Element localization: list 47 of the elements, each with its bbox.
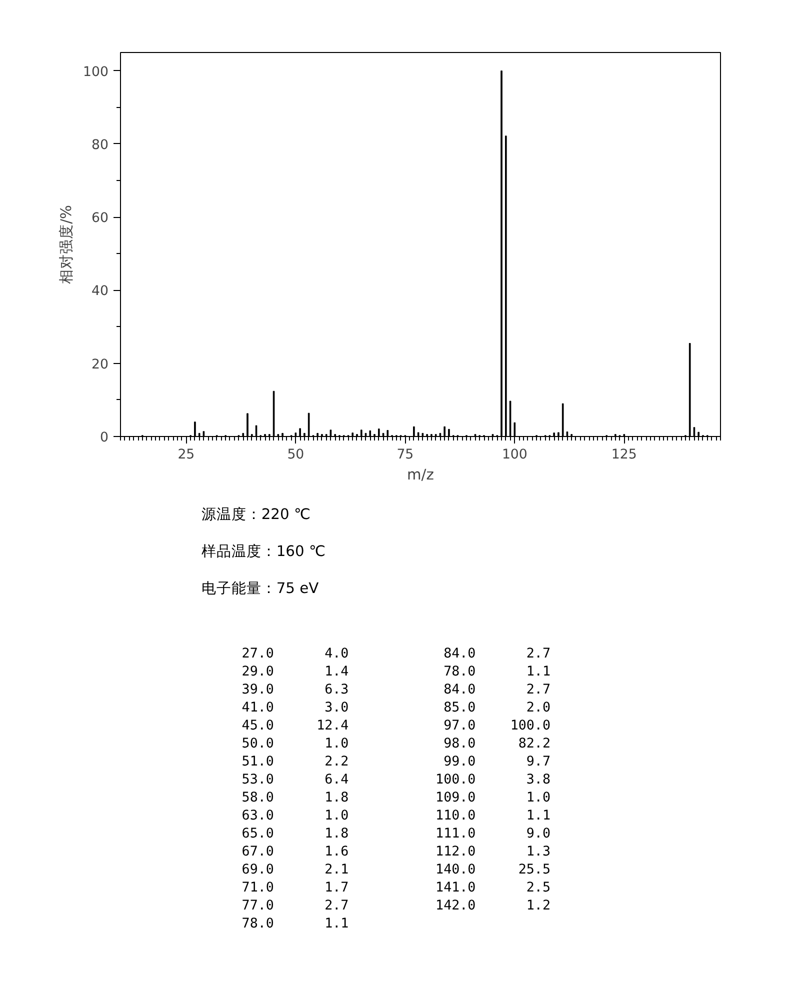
text: 67.0 1.6 (242, 844, 349, 860)
text: 63.0 1.0 (242, 808, 349, 824)
text: 78.0 1.1 (444, 664, 550, 680)
text: 97.0 100.0 (444, 718, 550, 734)
text: 41.0 3.0 (242, 700, 349, 716)
text: 样品温度：160 ℃ (201, 543, 326, 560)
text: 71.0 1.7 (242, 880, 349, 896)
text: 142.0 1.2 (436, 898, 550, 914)
text: 27.0 4.0 (242, 646, 349, 662)
text: 100.0 3.8 (436, 772, 550, 788)
y-tick-label: 100 (83, 64, 109, 80)
y-tick-label: 20 (92, 357, 109, 372)
y-tick-label: 40 (92, 284, 109, 300)
text: 45.0 12.4 (242, 718, 349, 734)
x-axis-title: m/z (407, 466, 434, 484)
text: 109.0 1.0 (436, 790, 550, 806)
y-axis-title: 相对强度/% (58, 204, 76, 284)
text: 29.0 1.4 (242, 664, 349, 680)
text: 85.0 2.0 (444, 700, 550, 716)
text: 69.0 2.1 (242, 862, 349, 878)
text: 78.0 1.1 (242, 916, 349, 932)
text: 84.0 2.7 (444, 682, 550, 698)
text: 51.0 2.2 (242, 754, 349, 770)
text: 111.0 9.0 (436, 826, 550, 842)
x-tick-label: 50 (287, 448, 304, 462)
text: 65.0 1.8 (242, 826, 349, 842)
text: 58.0 1.8 (242, 790, 349, 806)
y-tick-label: 0 (100, 430, 109, 446)
text: 112.0 1.3 (436, 844, 550, 860)
text: 50.0 1.0 (242, 736, 349, 752)
text: 77.0 2.7 (242, 898, 349, 914)
x-tick-label: 100 (502, 448, 528, 462)
x-tick-label: 125 (611, 448, 637, 462)
text: 电子能量：75 eV (201, 580, 319, 597)
x-tick-label: 75 (396, 448, 414, 462)
text: 53.0 6.4 (242, 772, 349, 788)
text: 84.0 2.7 (444, 646, 550, 662)
text: 源温度：220 ℃ (201, 506, 310, 523)
x-tick-label: 25 (178, 448, 195, 462)
text: 98.0 82.2 (444, 736, 550, 752)
y-tick-label: 80 (92, 138, 109, 153)
text: 110.0 1.1 (436, 808, 550, 824)
text: 99.0 9.7 (444, 754, 550, 770)
y-tick-label: 60 (92, 211, 109, 226)
text: 140.0 25.5 (436, 862, 550, 878)
text: 141.0 2.5 (436, 880, 550, 896)
text: 39.0 6.3 (242, 682, 349, 698)
